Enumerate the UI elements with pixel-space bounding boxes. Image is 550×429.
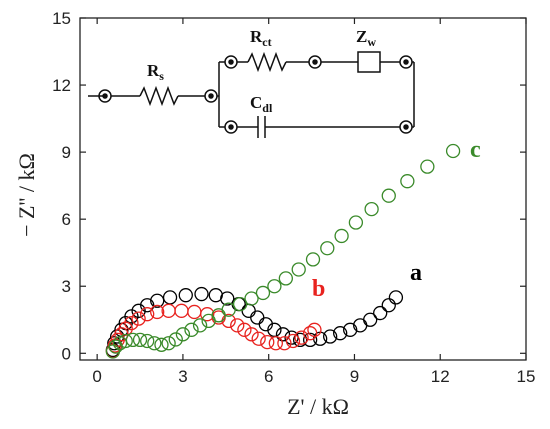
series-label-a: a	[410, 260, 422, 286]
y-tick-label: 15	[52, 9, 71, 28]
data-point-c	[184, 322, 199, 337]
data-point-c	[168, 332, 183, 347]
data-point-c	[154, 337, 169, 352]
y-tick-label: 9	[62, 143, 71, 162]
axes	[79, 17, 527, 361]
data-point-b	[140, 307, 155, 322]
equivalent-circuit	[88, 51, 415, 138]
data-point-b	[124, 315, 139, 331]
data-point-c	[125, 332, 141, 348]
data-point-c	[132, 332, 148, 348]
data-point-c	[232, 296, 248, 312]
data-point-a	[323, 329, 338, 344]
data-point-a	[363, 312, 378, 327]
data-point-a	[302, 332, 318, 348]
data-point-b	[174, 303, 189, 318]
resistor-rct	[247, 51, 287, 73]
data-point-c	[400, 174, 415, 189]
x-tick-label: 6	[264, 367, 273, 386]
y-axis-label: − Z'' / kΩ	[14, 153, 39, 237]
zw-label: Zw	[356, 27, 376, 49]
data-point-c	[278, 271, 293, 286]
data-point-a	[343, 322, 358, 337]
data-point-b	[285, 333, 301, 349]
y-tick-label: 6	[62, 210, 71, 229]
data-point-b	[251, 331, 266, 346]
data-point-c	[291, 262, 306, 277]
x-tick-label: 15	[517, 367, 536, 386]
data-point-a	[275, 327, 291, 342]
x-tick-label: 9	[350, 367, 359, 386]
data-point-b	[131, 311, 146, 326]
data-point-c	[445, 143, 461, 159]
data-point-a	[250, 310, 265, 325]
data-point-c	[267, 279, 282, 294]
data-point-b	[237, 322, 252, 337]
data-point-a	[194, 286, 209, 302]
rct-label: Rct	[250, 27, 272, 49]
data-point-a	[220, 291, 235, 306]
data-point-a	[333, 326, 348, 341]
cdl-label: Cdl	[250, 93, 273, 115]
series-c	[105, 143, 461, 359]
series-label-c: c	[470, 137, 481, 163]
data-point-b	[307, 322, 322, 337]
data-point-b	[260, 334, 275, 350]
data-point-c	[140, 333, 155, 349]
data-point-a	[373, 305, 388, 321]
y-tick-label: 3	[62, 277, 71, 296]
data-point-c	[221, 302, 236, 317]
data-point-c	[320, 241, 335, 256]
data-point-c	[175, 327, 191, 342]
data-point-b	[302, 326, 318, 341]
data-point-b	[150, 304, 165, 320]
data-point-c	[192, 318, 208, 333]
data-point-c	[118, 333, 133, 349]
x-tick-label: 3	[178, 367, 187, 386]
data-point-c	[244, 291, 259, 306]
y-tick-label: 0	[62, 344, 71, 363]
series-label-b: b	[312, 276, 325, 302]
data-point-c	[348, 215, 364, 230]
resistor-rs	[139, 85, 179, 107]
data-point-a	[388, 290, 404, 305]
data-point-c	[305, 252, 321, 267]
x-axis-label: Z' / kΩ	[287, 394, 349, 419]
plot-frame	[79, 17, 527, 361]
data-point-a	[162, 290, 178, 305]
data-point-b	[244, 327, 259, 342]
data-point-c	[147, 336, 162, 351]
data-point-b	[230, 318, 245, 333]
x-tick-label: 0	[92, 367, 101, 386]
data-point-b	[294, 330, 309, 345]
warburg-element	[357, 51, 381, 73]
data-point-b	[268, 336, 283, 351]
data-point-c	[334, 228, 349, 244]
data-point-a	[124, 309, 139, 324]
rs-label: Rs	[147, 61, 164, 83]
data-point-a	[150, 293, 165, 308]
data-point-c	[381, 188, 396, 203]
data-point-a	[140, 298, 155, 313]
data-point-c	[364, 201, 379, 217]
data-point-a	[292, 332, 308, 348]
data-point-b	[277, 336, 292, 351]
data-point-c	[255, 285, 271, 301]
data-point-a	[178, 288, 193, 303]
x-tick-label: 12	[431, 367, 450, 386]
data-point-c	[420, 159, 435, 174]
data-point-a	[381, 298, 396, 313]
ticks: 0 3 6 9 12 15 0 3 6 9 12 15	[52, 9, 535, 386]
data-point-b	[187, 304, 202, 320]
data-point-b	[118, 321, 133, 336]
y-tick-label: 12	[52, 76, 71, 95]
data-point-a	[241, 303, 256, 318]
data-point-c	[161, 336, 176, 351]
data-points	[105, 143, 461, 359]
